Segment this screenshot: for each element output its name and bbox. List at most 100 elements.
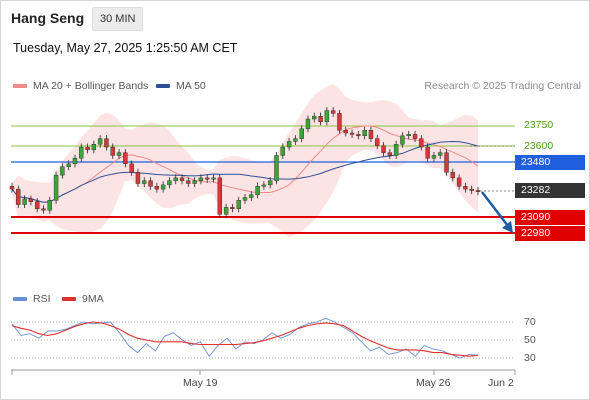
candle-body (72, 158, 78, 165)
candle-body (375, 138, 380, 146)
candle-body (28, 198, 34, 202)
candle-body (230, 207, 235, 209)
rsi-ma-line (11, 321, 479, 357)
candle-body (381, 145, 386, 153)
candle-body (337, 113, 342, 131)
candle-body (9, 186, 15, 190)
candle-body (438, 152, 443, 156)
candle-body (116, 152, 122, 156)
candle-body (362, 130, 367, 137)
candle-body (66, 163, 71, 167)
legend-rsi-ma: 9MA (62, 293, 104, 305)
x-label-may19: May 19 (183, 377, 218, 389)
legend-ma50: MA 50 (156, 80, 206, 92)
credit-text: Research © 2025 Trading Central (424, 80, 581, 92)
price-label-23090: 23090 (515, 210, 585, 225)
candle-body (249, 194, 254, 198)
candle-body (41, 208, 46, 211)
candle-body (274, 155, 279, 181)
candle-body (22, 198, 27, 205)
candle-body (135, 172, 141, 184)
candle-body (280, 146, 285, 156)
candle-body (129, 163, 134, 173)
candle-body (142, 180, 147, 184)
candle-body (349, 132, 355, 135)
candle-body (53, 174, 59, 201)
candle-body (167, 180, 172, 186)
candle-body (123, 152, 128, 165)
x-label-jun2: Jun 2 (488, 377, 514, 389)
candle-body (412, 134, 418, 139)
candle-body (198, 177, 204, 181)
ma50-line (11, 140, 479, 203)
rsi-tick-30: 30 (524, 352, 536, 364)
candle-body (318, 115, 323, 122)
candle-body (186, 180, 191, 184)
legend-ma50-label: MA 50 (176, 80, 206, 92)
price-label-23600: 23600 (524, 140, 554, 152)
candle-body (236, 200, 241, 209)
instrument-title: Hang Seng (11, 10, 85, 26)
bollinger-band-area (12, 84, 478, 238)
candle-body (286, 141, 292, 148)
candle-body (255, 186, 260, 195)
candle-body (104, 138, 109, 148)
candle-body (85, 146, 90, 151)
candle-body (456, 177, 462, 187)
legend-bollinger: MA 20 + Bollinger Bands (13, 80, 148, 92)
candle-body (343, 130, 348, 134)
candle-body (267, 180, 273, 186)
candle-body (305, 118, 311, 130)
candle-body (261, 184, 267, 187)
legend-rsi-ma-label: 9MA (82, 293, 104, 305)
last-price-label: 23282 (515, 183, 585, 198)
candle-body (475, 190, 481, 192)
candle-body (444, 152, 449, 173)
candle-body (211, 177, 216, 180)
rsi-line (11, 317, 479, 359)
rsi-tick-50: 50 (524, 334, 536, 346)
candle-body (16, 188, 21, 205)
candle-body (173, 177, 178, 181)
x-label-may26: May 26 (416, 377, 451, 389)
candle-body (324, 110, 330, 122)
candle-body (425, 146, 430, 159)
candle-body (223, 207, 229, 215)
price-label-23480: 23480 (515, 155, 585, 170)
candle-body (110, 146, 115, 156)
candle-body (356, 134, 361, 137)
rsi-tick-70: 70 (524, 316, 536, 328)
candle-body (60, 166, 65, 176)
candle-body (463, 186, 468, 190)
price-label-23750: 23750 (524, 119, 554, 131)
timestamp: Tuesday, May 27, 2025 1:25:50 AM CET (13, 41, 238, 55)
candle-body (400, 135, 405, 145)
legend-rsi: RSI (13, 293, 51, 305)
candle-body (450, 172, 456, 179)
candle-body (205, 177, 210, 180)
candle-body (91, 144, 97, 151)
price-label-22980: 22980 (515, 226, 585, 241)
forecast-arrow-head (502, 221, 513, 233)
candle-body (293, 138, 298, 142)
candle-body (154, 186, 160, 190)
rsi-swatch (13, 297, 27, 301)
candle-body (217, 177, 223, 215)
interval-button[interactable]: 30 MIN (92, 7, 144, 31)
candle-body (419, 138, 424, 148)
legend-bollinger-label: MA 20 + Bollinger Bands (33, 80, 149, 92)
candle-body (393, 144, 399, 156)
candle-body (47, 200, 52, 211)
candle-body (192, 180, 197, 184)
candle-body (368, 130, 374, 139)
candle-body (79, 146, 84, 159)
candle-body (469, 188, 474, 191)
ma50-swatch (156, 84, 170, 88)
candle-body (160, 184, 166, 190)
candle-body (34, 201, 40, 209)
candle-body (299, 128, 304, 139)
candle-body (97, 138, 103, 145)
rsi-ma-swatch (62, 297, 76, 301)
candle-body (330, 110, 336, 114)
